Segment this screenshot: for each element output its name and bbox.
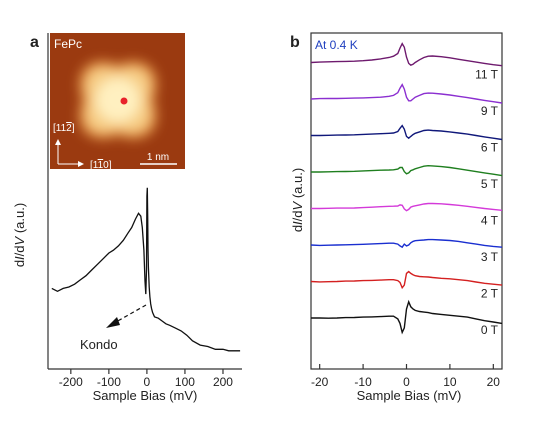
- panel-b-x-tick-label: -10: [354, 375, 372, 389]
- field-label: 11 T: [475, 68, 499, 82]
- spectrum-line-2t: [310, 270, 503, 290]
- spectrum-line-5t: [311, 164, 503, 177]
- panel-b-x-tick-label: 0: [403, 375, 410, 389]
- field-label: 2 T: [481, 287, 499, 301]
- panel-a-x-tick-label: 200: [213, 375, 233, 389]
- field-label: 9 T: [481, 104, 499, 118]
- panel-b-x-tick-label: 10: [443, 375, 457, 389]
- fepc-molecule-image: [79, 61, 157, 139]
- kondo-label: Kondo: [80, 337, 118, 352]
- panel-b-y-axis-label: dI/dV (a.u.): [290, 168, 305, 232]
- field-label: 3 T: [481, 250, 499, 264]
- panel-b-x-ticks: [319, 364, 494, 369]
- panel-a-x-tick-label: 100: [175, 375, 195, 389]
- spectrum-line-4t: [311, 202, 503, 212]
- panel-b-x-tick-labels: -20 -10 0 10 20: [311, 375, 500, 389]
- kondo-arrow-line: [115, 304, 147, 323]
- panel-b-chart: -20 -10 0 10 20 0 T 2 T 3 T 4 T 5 T 6 T 9 T 11 T At…: [290, 32, 503, 403]
- scale-bar-label: 1 nm: [147, 152, 169, 163]
- field-label: 4 T: [481, 214, 499, 228]
- field-label: 0 T: [481, 323, 499, 337]
- panel-a-y-axis-label: dI/dV (a.u.): [12, 203, 27, 267]
- stm-inset: FePc [112] [110] 1 nm: [50, 33, 185, 171]
- panel-b-label: b: [290, 34, 300, 51]
- panel-a-spectrum-line: [51, 187, 241, 352]
- direction-x-label: [110]: [90, 160, 112, 171]
- kondo-arrow-head: [106, 317, 120, 328]
- panel-a-x-ticks: [70, 369, 224, 374]
- panel-b-x-tick-label: 20: [487, 375, 501, 389]
- panel-a-x-tick-label: -100: [97, 375, 121, 389]
- panel-a-label: a: [30, 34, 39, 51]
- spectrum-line-9t: [310, 83, 503, 104]
- panel-b-field-labels: 0 T 2 T 3 T 4 T 5 T 6 T 9 T 11 T: [475, 68, 499, 338]
- field-label: 6 T: [481, 141, 499, 155]
- inset-molecule-label: FePc: [54, 37, 82, 51]
- spectrum-line-6t: [311, 124, 503, 141]
- panel-b-spectra: [310, 42, 503, 335]
- panel-b-x-tick-label: -20: [311, 375, 329, 389]
- panel-a-x-axis-label: Sample Bias (mV): [93, 388, 198, 403]
- field-label: 5 T: [481, 177, 499, 191]
- tip-position-marker: [120, 97, 128, 105]
- spectrum-line-11t: [310, 42, 503, 67]
- spectrum-line-0t: [311, 299, 503, 335]
- direction-y-label: [112]: [53, 123, 75, 134]
- panel-a-x-tick-labels: -200 -100 0 100 200: [59, 375, 234, 389]
- temperature-label: At 0.4 K: [315, 38, 358, 52]
- panel-b-x-axis-label: Sample Bias (mV): [357, 388, 462, 403]
- spectrum-line-3t: [310, 238, 503, 249]
- direction-arrow-y-head: [55, 139, 61, 145]
- panel-a-x-tick-label: 0: [144, 375, 151, 389]
- panel-a-chart: -200 -100 0 100 200 Sample Bias (mV) dI/dV (…: [12, 33, 242, 403]
- direction-arrow-x-head: [78, 161, 84, 167]
- panel-a-x-tick-label: -200: [59, 375, 83, 389]
